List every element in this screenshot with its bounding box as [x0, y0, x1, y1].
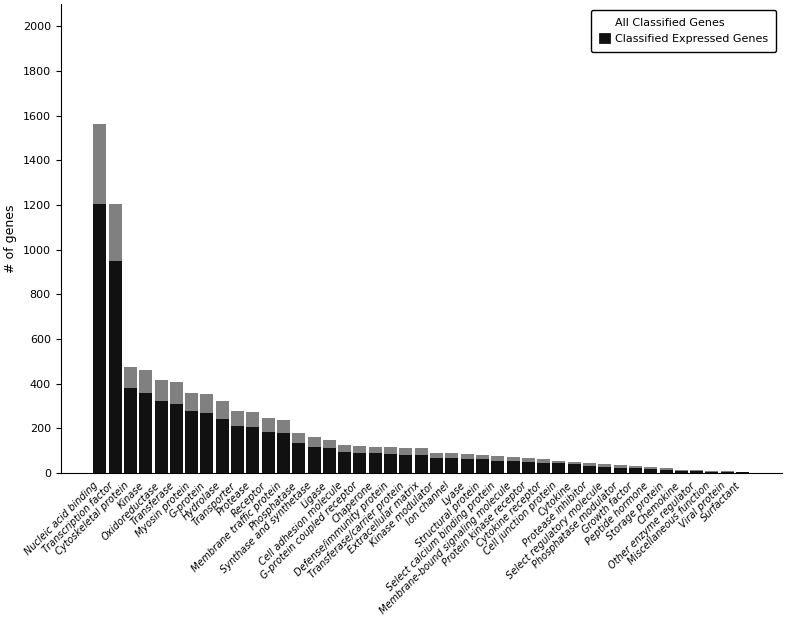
Bar [522, 462, 534, 473]
Bar [231, 411, 244, 473]
Bar [384, 454, 397, 473]
Bar [216, 419, 229, 473]
Bar [629, 466, 642, 473]
Bar [108, 204, 122, 473]
Bar [567, 462, 581, 473]
Bar [506, 457, 520, 473]
Bar [200, 412, 214, 473]
Bar [461, 454, 474, 473]
Bar [583, 463, 596, 473]
Bar [307, 446, 321, 473]
Bar [94, 123, 106, 473]
Bar [155, 380, 167, 473]
Bar [124, 367, 137, 473]
Bar [262, 418, 274, 473]
Bar [108, 261, 122, 473]
Bar [124, 388, 137, 473]
Bar [721, 471, 734, 473]
Bar [476, 459, 489, 473]
Bar [354, 446, 366, 473]
Bar [629, 468, 642, 473]
Bar [537, 459, 550, 473]
Bar [246, 412, 259, 473]
Bar [323, 448, 336, 473]
Bar [446, 458, 458, 473]
Bar [185, 392, 198, 473]
Bar [200, 394, 214, 473]
Bar [476, 455, 489, 473]
Bar [645, 467, 657, 473]
Bar [338, 451, 351, 473]
Legend: All Classified Genes, Classified Expressed Genes: All Classified Genes, Classified Express… [591, 10, 777, 51]
Bar [659, 468, 673, 473]
Bar [338, 445, 351, 473]
Bar [231, 426, 244, 473]
Bar [139, 392, 152, 473]
Bar [583, 466, 596, 473]
Bar [170, 383, 183, 473]
Bar [721, 472, 734, 473]
Bar [307, 437, 321, 473]
Bar [567, 464, 581, 473]
Bar [399, 454, 413, 473]
Bar [690, 471, 703, 473]
Bar [170, 404, 183, 473]
Bar [659, 470, 673, 473]
Bar [399, 448, 413, 473]
Bar [246, 427, 259, 473]
Bar [277, 420, 290, 473]
Bar [155, 402, 167, 473]
Bar [415, 455, 428, 473]
Bar [598, 464, 612, 473]
Bar [491, 461, 504, 473]
Bar [292, 433, 305, 473]
Bar [690, 470, 703, 473]
Bar [736, 472, 749, 473]
Bar [369, 453, 382, 473]
Bar [706, 471, 718, 473]
Bar [415, 448, 428, 473]
Bar [491, 456, 504, 473]
Bar [614, 467, 626, 473]
Bar [430, 458, 443, 473]
Bar [537, 463, 550, 473]
Bar [216, 402, 229, 473]
Bar [645, 469, 657, 473]
Bar [506, 461, 520, 473]
Bar [522, 458, 534, 473]
Bar [369, 446, 382, 473]
Bar [292, 443, 305, 473]
Bar [736, 472, 749, 473]
Bar [446, 453, 458, 473]
Bar [430, 453, 443, 473]
Bar [185, 412, 198, 473]
Bar [139, 370, 152, 473]
Bar [675, 469, 688, 473]
Bar [323, 440, 336, 473]
Bar [675, 471, 688, 473]
Bar [354, 453, 366, 473]
Bar [598, 467, 612, 473]
Bar [384, 447, 397, 473]
Bar [461, 459, 474, 473]
Bar [706, 472, 718, 473]
Bar [262, 432, 274, 473]
Bar [277, 433, 290, 473]
Bar [553, 461, 565, 473]
Bar [94, 204, 106, 473]
Bar [553, 464, 565, 473]
Y-axis label: # of genes: # of genes [4, 204, 17, 273]
Bar [614, 465, 626, 473]
